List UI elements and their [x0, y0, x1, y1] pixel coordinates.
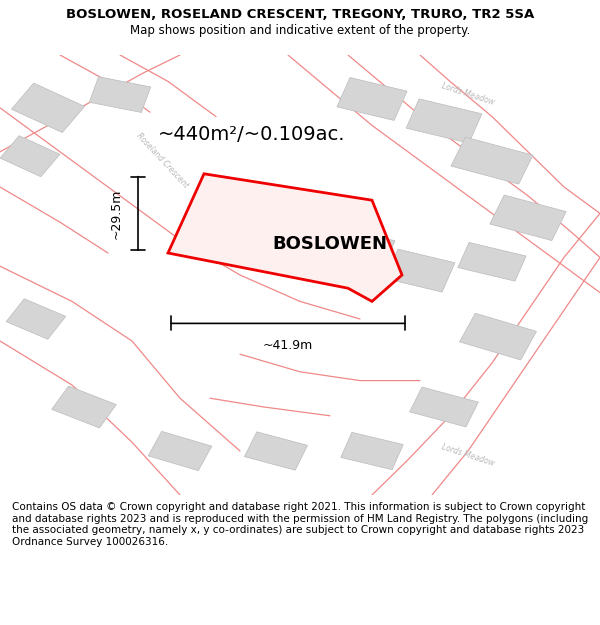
Polygon shape: [273, 189, 351, 238]
Polygon shape: [52, 386, 116, 428]
Text: Map shows position and indicative extent of the property.: Map shows position and indicative extent…: [130, 24, 470, 37]
Text: BOSLOWEN, ROSELAND CRESCENT, TREGONY, TRURO, TR2 5SA: BOSLOWEN, ROSELAND CRESCENT, TREGONY, TR…: [66, 8, 534, 21]
Text: ~29.5m: ~29.5m: [110, 188, 123, 239]
Polygon shape: [490, 195, 566, 241]
Polygon shape: [6, 299, 66, 339]
Text: ~41.9m: ~41.9m: [263, 339, 313, 352]
Polygon shape: [341, 432, 403, 469]
Text: Lords Meadow: Lords Meadow: [440, 82, 496, 107]
Polygon shape: [11, 83, 85, 132]
Polygon shape: [337, 78, 407, 121]
Polygon shape: [148, 431, 212, 471]
Polygon shape: [385, 249, 455, 292]
Polygon shape: [176, 200, 280, 262]
Polygon shape: [458, 242, 526, 281]
Text: BOSLOWEN: BOSLOWEN: [272, 235, 388, 253]
Polygon shape: [406, 99, 482, 143]
Polygon shape: [410, 387, 478, 427]
Polygon shape: [451, 137, 533, 184]
Text: Lords Meadow: Lords Meadow: [440, 442, 496, 468]
Polygon shape: [0, 136, 60, 177]
Text: Roseland Crescent: Roseland Crescent: [134, 131, 190, 190]
Polygon shape: [325, 227, 395, 270]
Text: ~440m²/~0.109ac.: ~440m²/~0.109ac.: [158, 125, 346, 144]
Text: Contains OS data © Crown copyright and database right 2021. This information is : Contains OS data © Crown copyright and d…: [12, 502, 588, 547]
Polygon shape: [89, 77, 151, 112]
Polygon shape: [460, 313, 536, 360]
Polygon shape: [168, 174, 402, 301]
Polygon shape: [244, 432, 308, 470]
